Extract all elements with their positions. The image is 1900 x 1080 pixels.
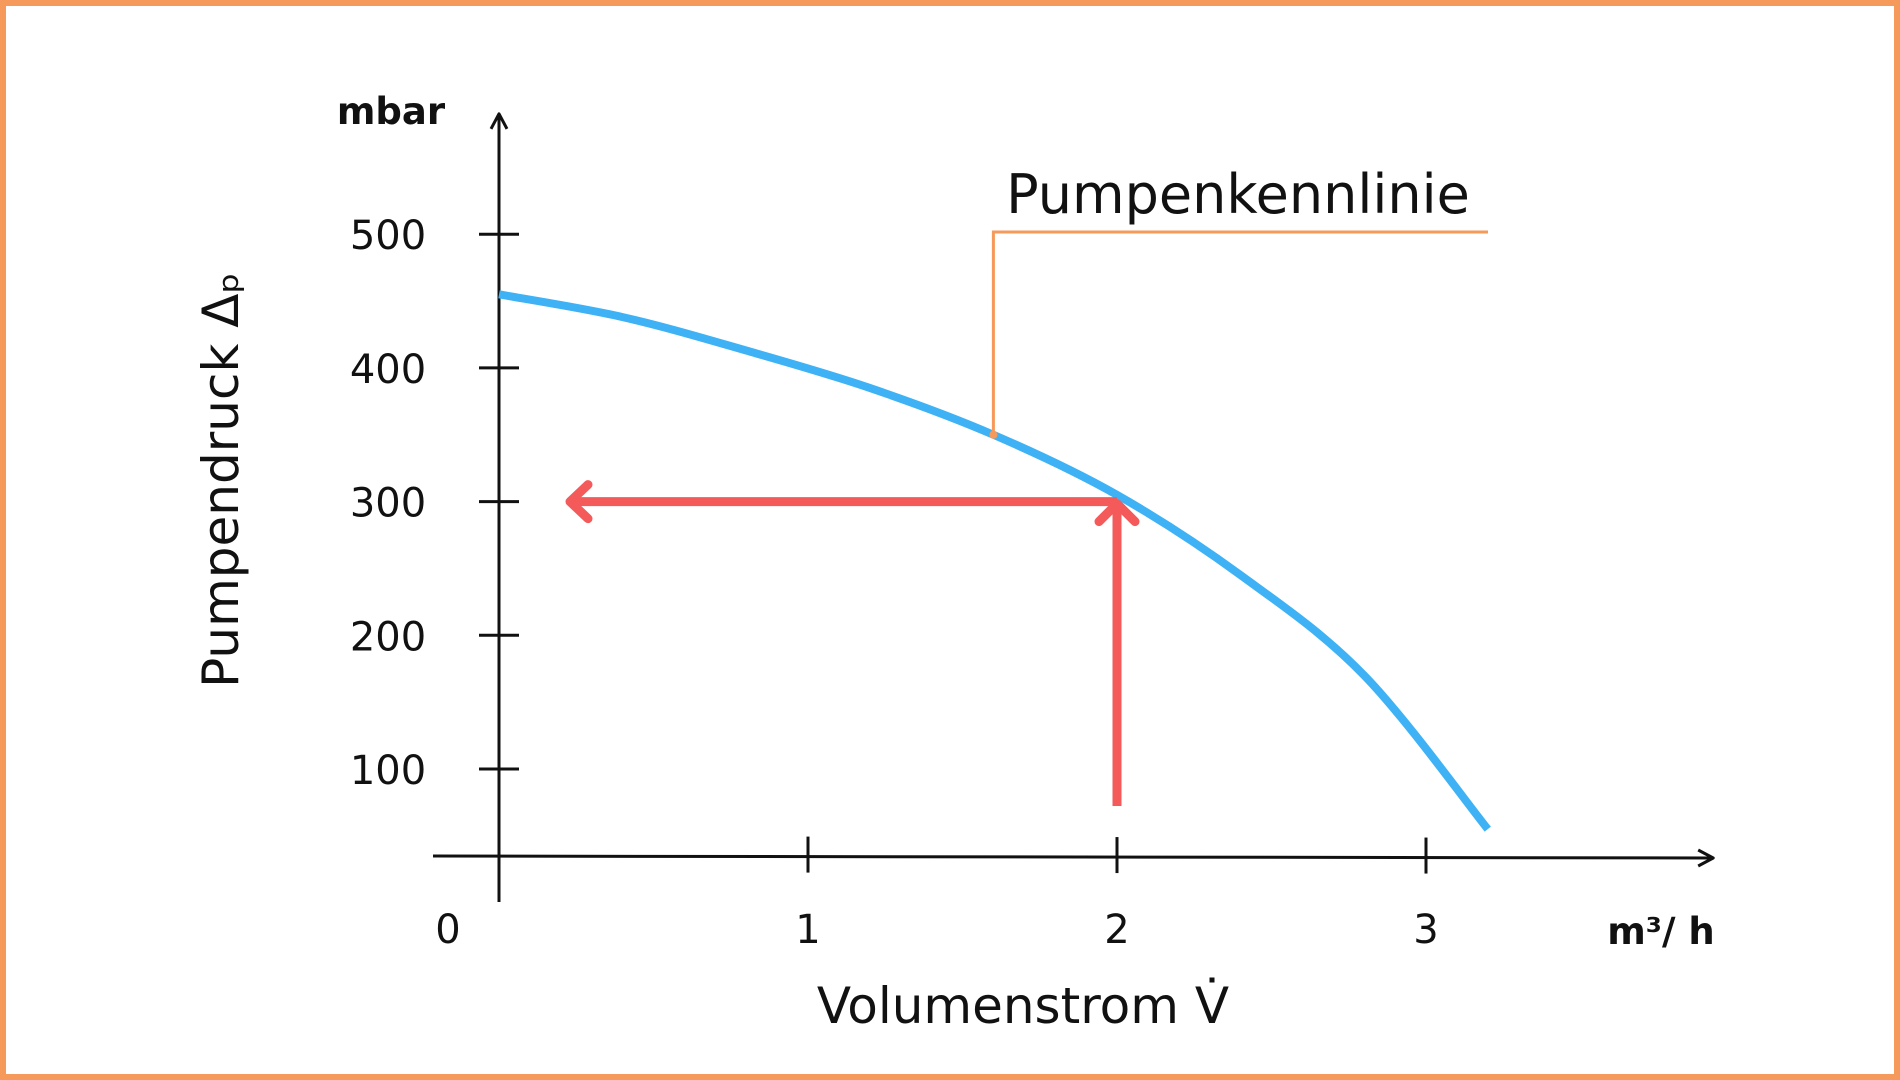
series-layer	[498, 290, 1491, 832]
origin-label: 0	[435, 907, 460, 953]
pump-curve	[498, 290, 1491, 832]
x-axis-arrowhead	[1697, 848, 1715, 868]
y-tick-label: 500	[350, 213, 426, 259]
y-axis-arrowhead	[489, 112, 509, 130]
x-tick-label: 2	[1104, 907, 1129, 953]
x-unit-label: m³/ h	[1607, 910, 1715, 953]
annotation-leader-line	[991, 230, 1488, 435]
annotation-anchor-dot	[989, 430, 998, 439]
x-axis-title: Volumenstrom V̇	[817, 977, 1229, 1035]
x-tick-label: 1	[795, 907, 820, 953]
axes: 100 200 300 400 500 1 2 3	[350, 112, 1715, 953]
y-tick-label: 200	[350, 614, 426, 660]
y-unit-label: mbar	[337, 90, 446, 133]
y-tick-label: 100	[350, 748, 426, 794]
annotations	[565, 230, 1488, 806]
x-tick-label: 3	[1413, 907, 1438, 953]
y-tick-label: 400	[350, 347, 426, 393]
y-axis-title: Pumpendruck Δₚ	[192, 272, 250, 688]
y-tick-label: 300	[350, 481, 426, 527]
horizontal-arrowhead	[565, 480, 593, 524]
annotation-label: Pumpenkennlinie	[1006, 163, 1470, 226]
x-axis-line	[432, 854, 1714, 860]
